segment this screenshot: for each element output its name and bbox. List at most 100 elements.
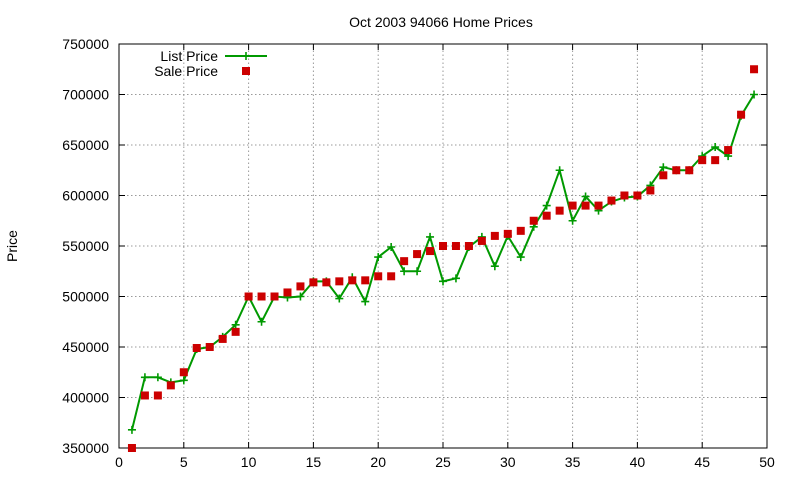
data-point-sale-price [140,391,149,400]
data-point-sale-price [620,191,629,200]
data-point-sale-price [607,196,616,205]
data-point-sale-price [594,201,603,210]
data-point-list-price [127,425,136,434]
data-point-sale-price [581,201,590,210]
data-point-list-price [659,163,668,172]
x-tick-label: 35 [565,454,581,470]
y-tick-label: 400000 [62,390,109,406]
data-point-list-price [153,373,162,382]
data-point-list-price [555,166,564,175]
data-point-sale-price [205,343,214,351]
grid [119,44,767,448]
y-tick-label: 550000 [62,238,109,254]
data-point-sale-price [516,226,525,235]
data-point-sale-price [322,278,331,287]
data-point-list-price [451,274,460,283]
data-point-sale-price [387,272,396,281]
y-tick-label: 500000 [62,289,109,305]
data-point-sale-price [451,242,460,250]
data-point-list-price [387,243,396,252]
x-tick-label: 10 [241,454,257,470]
y-tick-label: 350000 [62,440,109,456]
series-0 [127,90,759,434]
data-point-list-price [711,143,720,152]
legend: List Price Sale Price [154,48,267,79]
data-point-sale-price [231,327,240,336]
x-tick-label: 0 [115,454,123,470]
data-point-list-price [374,253,383,262]
data-point-sale-price [413,250,422,259]
data-point-list-price [335,294,344,303]
x-tick-label: 25 [435,454,451,470]
data-point-sale-price [568,201,577,210]
series [127,65,759,452]
legend-entry-list-price: List Price [160,48,218,64]
data-point-list-price [400,267,409,276]
data-point-sale-price [361,276,370,285]
data-point-sale-price [646,186,655,195]
data-point-sale-price [283,288,292,297]
data-point-sale-price [127,444,136,452]
x-tick-label: 45 [694,454,710,470]
data-point-sale-price [309,278,318,287]
x-tick-label: 50 [759,454,775,470]
data-point-sale-price [439,242,447,250]
data-point-sale-price [374,272,383,281]
x-tick-label: 5 [180,454,188,470]
data-point-sale-price [724,146,733,155]
data-point-sale-price [257,292,266,301]
chart-title: Oct 2003 94066 Home Prices [349,14,533,30]
data-point-list-price [296,292,305,301]
data-point-list-price [140,373,149,382]
data-point-list-price [426,232,435,241]
axis-tick-labels: 0 5 10 15 20 25 30 35 40 45 50 350000 400000 450000 50… [62,36,775,470]
y-tick-label: 700000 [62,87,109,103]
data-point-sale-price [244,292,253,301]
data-point-sale-price [750,65,759,74]
data-point-sale-price [711,156,720,165]
data-point-sale-price [296,282,305,291]
data-point-list-price [750,90,759,99]
data-point-sale-price [685,166,694,175]
data-point-sale-price [464,242,473,250]
data-point-sale-price [698,156,707,165]
y-tick-label: 600000 [62,188,109,204]
data-point-list-price [490,262,499,271]
y-axis-label: Price [4,230,20,262]
data-point-sale-price [348,276,357,285]
legend-marker-list-price [242,52,250,60]
data-point-list-price [361,297,370,306]
axis-ticks [118,43,768,449]
y-tick-label: 650000 [62,137,109,153]
data-point-sale-price [218,334,227,343]
x-tick-label: 30 [500,454,516,470]
data-point-sale-price [477,236,486,245]
data-point-sale-price [503,229,512,238]
data-point-sale-price [270,292,279,301]
data-point-sale-price [633,191,642,200]
data-point-sale-price [335,277,344,286]
data-point-sale-price [542,211,551,220]
data-point-sale-price [529,216,538,225]
data-point-sale-price [179,368,188,377]
data-point-sale-price [192,344,201,353]
x-tick-label: 20 [370,454,386,470]
x-tick-label: 15 [306,454,322,470]
legend-swatch-sale-price [242,67,250,75]
data-point-sale-price [737,110,746,119]
data-point-sale-price [153,391,162,400]
data-point-list-price [413,267,422,276]
data-point-sale-price [166,381,175,390]
y-tick-label: 450000 [62,339,109,355]
data-point-sale-price [490,231,499,240]
data-point-list-price [516,253,525,262]
y-tick-label: 750000 [62,36,109,52]
data-point-sale-price [555,206,564,215]
legend-entry-sale-price: Sale Price [154,63,218,79]
data-point-sale-price [672,166,681,175]
series-1 [127,65,759,452]
data-point-list-price [581,192,590,201]
data-point-sale-price [659,171,668,180]
data-point-list-price [542,201,551,210]
